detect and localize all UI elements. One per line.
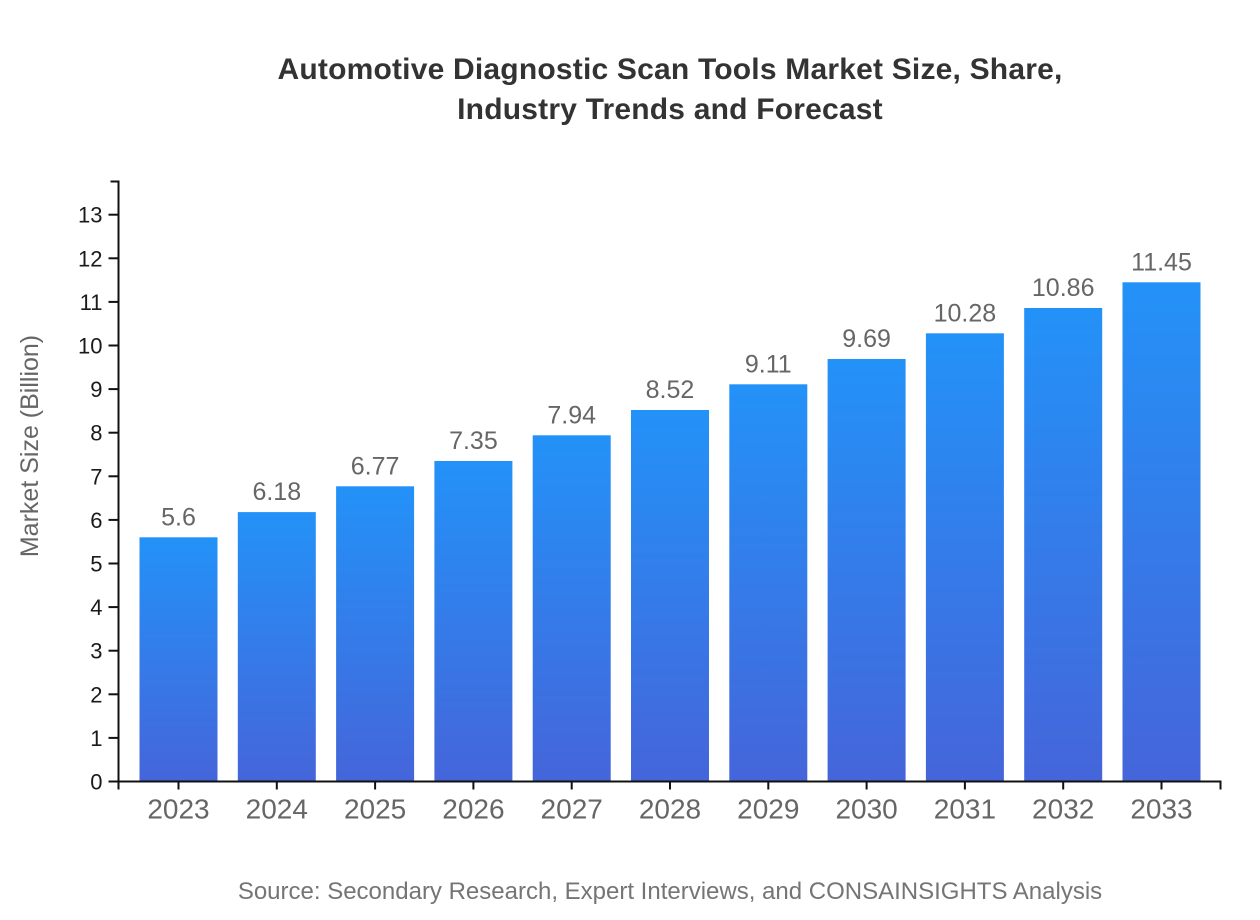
bar [631,410,709,782]
bar [434,461,513,782]
bar-value-label: 6.77 [351,452,400,480]
x-tick-label: 2028 [639,794,701,825]
bar [237,512,316,782]
x-tick-label: 2027 [541,794,603,825]
bar-value-label: 6.18 [252,478,301,506]
y-tick-label: 4 [90,595,102,620]
bar [729,384,808,782]
y-tick-label: 12 [78,246,102,271]
x-tick-label: 2025 [344,794,406,825]
x-tick-label: 2026 [442,794,504,825]
chart-title-line2: Industry Trends and Forecast [457,93,883,126]
y-tick-label: 3 [90,639,102,664]
y-tick-label: 5 [90,552,102,577]
bar-value-label: 10.86 [1032,274,1095,302]
x-tick-label: 2030 [835,794,897,825]
x-tick-label: 2031 [934,794,996,825]
bar [1024,308,1103,782]
bar [1122,282,1201,782]
y-tick-label: 10 [78,334,102,359]
bar-value-label: 11.45 [1131,248,1192,276]
bar [827,359,906,782]
bar [139,537,218,782]
source-text: Source: Secondary Research, Expert Inter… [237,878,1103,905]
bar [532,435,611,782]
bar-value-label: 9.11 [745,350,792,378]
y-tick-label: 13 [78,203,102,228]
bar-value-label: 5.6 [161,503,196,531]
x-tick-label: 2033 [1130,794,1192,825]
chart-title-line1: Automotive Diagnostic Scan Tools Market … [277,53,1063,86]
bar-value-label: 9.69 [842,325,891,353]
y-tick-label: 9 [90,377,102,402]
y-tick-label: 6 [90,508,102,533]
bar-value-label: 10.28 [934,299,997,327]
y-axis-line [110,180,120,782]
y-axis-title: Market Size (Billion) [16,334,44,558]
y-tick-label: 0 [90,770,102,795]
bar [925,333,1004,782]
x-tick-label: 2024 [246,794,308,825]
bar-value-label: 8.52 [646,376,695,404]
y-tick-label: 2 [90,682,102,707]
chart-title: Automotive Diagnostic Scan Tools Market … [40,50,1260,130]
bar [336,486,415,782]
bar-value-label: 7.94 [547,401,596,429]
y-tick-label: 7 [90,464,102,489]
bar-value-label: 7.35 [449,427,498,455]
x-tick-label: 2023 [147,794,209,825]
y-tick-label: 8 [90,421,102,446]
y-tick-label: 1 [90,726,102,751]
y-tick-label: 11 [80,290,103,315]
x-tick-label: 2032 [1032,794,1094,825]
x-tick-label: 2029 [737,794,799,825]
